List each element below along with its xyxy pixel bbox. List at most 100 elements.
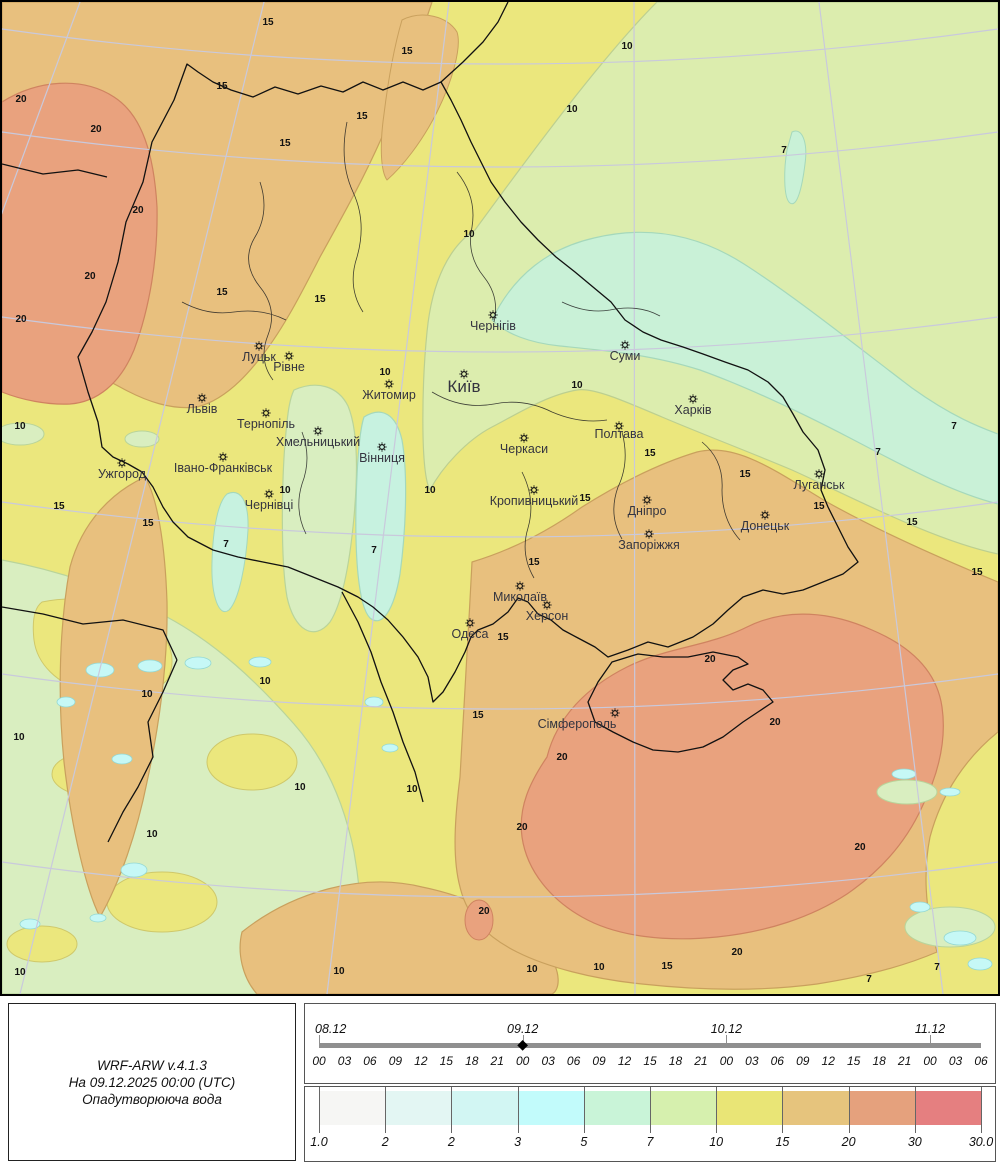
color-scale-tick [583,1087,585,1133]
timeline-hour[interactable]: 21 [694,1054,708,1068]
contour-value-label: 10 [146,829,158,840]
city-marker: Чернівці [245,489,293,512]
city-marker: Тернопіль [237,408,295,431]
graticule [2,2,998,994]
color-scale-tick [848,1087,850,1133]
contour-value-label: 20 [516,822,528,833]
color-scale-value: 2 [381,1135,389,1149]
color-scale-value: 30.0 [968,1135,994,1149]
contour-value-label: 7 [781,145,787,156]
timeline-hour[interactable]: 18 [872,1054,886,1068]
timeline-hour[interactable]: 00 [312,1054,326,1068]
city-marker: Ужгород [98,458,147,481]
contour-value-label: 7 [866,974,872,985]
timeline-hour[interactable]: 15 [847,1054,861,1068]
city-label: Черкаси [500,442,548,456]
cyan-patches [19,656,993,971]
contour-value-label: 20 [90,124,102,135]
color-scale-segment [517,1091,584,1125]
contour-value-label: 10 [566,104,578,115]
valid-time: На 09.12.2025 00:00 (UTC) [68,1074,236,1090]
timeline-hour[interactable]: 00 [719,1054,734,1068]
city-marker: Хмельницький [276,426,360,449]
city-marker: Луцьк [242,341,276,364]
city-marker: Одеса [452,618,488,641]
city-marker: Івано-Франківськ [174,452,273,475]
timeline-hour[interactable]: 03 [337,1054,352,1068]
city-label: Миколаїв [493,590,547,604]
city-label: Рівне [273,360,305,374]
contour-value-label: 15 [971,567,983,578]
city-label: Київ [447,377,480,396]
contour-value-label: 15 [472,710,484,721]
timeline-current-marker[interactable]: ◆ [517,1036,529,1052]
contour-value-label: 7 [875,447,881,458]
contour-value-label: 20 [478,906,490,917]
contour-value-label: 10 [141,689,153,700]
contour-value-label: 15 [356,111,368,122]
color-scale-tick [319,1087,320,1133]
contour-value-label: 10 [621,41,633,52]
contour-value-label: 20 [854,842,866,853]
timeline-hour[interactable]: 18 [668,1054,683,1068]
timeline-hour[interactable]: 00 [516,1054,530,1068]
timeline-hour[interactable]: 09 [796,1054,810,1068]
color-scale-value: 15 [775,1135,790,1149]
color-scale-value: 20 [841,1135,856,1149]
timeline-hour[interactable]: 15 [643,1054,657,1068]
timeline-bar[interactable] [319,1043,981,1048]
timeline-hour[interactable]: 09 [388,1054,403,1068]
timeline-date-label: 10.12 [710,1022,743,1036]
timeline-hour[interactable]: 18 [465,1054,479,1068]
contour-value-label: 15 [314,294,326,305]
timeline-hour[interactable]: 21 [490,1054,504,1068]
color-scale-segment [716,1091,783,1125]
timeline-hour[interactable]: 12 [617,1054,632,1068]
contour-value-label: 20 [769,717,781,728]
contour-value-label: 10 [279,485,291,496]
contour-value-label: 10 [294,782,306,793]
contour-value-label: 15 [644,448,656,459]
city-marker: Сімферополь [538,708,620,731]
color-scale-segment [650,1091,717,1125]
city-marker: Донецьк [741,510,790,533]
timeline-hour[interactable]: 06 [566,1054,581,1068]
contour-value-label: 10 [526,964,538,975]
contour-value-label: 15 [497,632,509,643]
timeline-hour[interactable]: 06 [770,1054,784,1068]
timeline-hour[interactable]: 09 [592,1054,606,1068]
contour-value-label: 7 [934,962,940,973]
city-marker: Вінниця [359,442,405,465]
model-name: WRF-ARW v.4.1.3 [97,1057,207,1073]
timeline-hour[interactable]: 03 [541,1054,555,1068]
timeline-hour[interactable]: 12 [414,1054,428,1068]
timeline-track[interactable]: 00 03 06 09 12 15 18 21 00 03 06 09 12 15 18 21 00 03 06 09… [312,1004,987,1083]
timeline-hour[interactable]: 06 [363,1054,377,1068]
color-scale-bar [319,1091,982,1125]
contour-value-label: 10 [379,367,391,378]
contour-value-label: 10 [13,732,25,743]
timeline-hour[interactable]: 03 [745,1054,759,1068]
timeline-hour[interactable]: 06 [974,1054,988,1068]
timeline-hour[interactable]: 12 [821,1054,835,1068]
contour-value-label: 10 [424,485,436,496]
city-label: Дніпро [628,504,667,518]
timeline-panel[interactable]: 00 03 06 09 12 15 18 21 00 03 06 09 12 15 18 21 00 03 06 09… [304,1003,996,1084]
timeline-hour[interactable]: 00 [923,1054,937,1068]
city-label: Житомир [362,388,416,402]
contour-value-label: 20 [84,271,96,282]
city-marker: Рівне [273,351,305,374]
city-label: Хмельницький [276,435,360,449]
color-scale-panel: 1.0 2 2 3 5 7 10 15 20 30 30.0 [304,1086,996,1162]
city-marker: Суми [610,340,640,363]
city-marker: Кропивницький [490,485,578,508]
city-marker: Львів [187,393,218,416]
timeline-hour[interactable]: 15 [439,1054,453,1068]
timeline-hour[interactable]: 03 [948,1054,963,1068]
contour-value-label: 7 [223,539,229,550]
contour-value-label: 15 [262,17,274,28]
color-scale-value: 7 [646,1135,654,1149]
contour-value-label: 10 [259,676,271,687]
timeline-hour[interactable]: 21 [897,1054,912,1068]
